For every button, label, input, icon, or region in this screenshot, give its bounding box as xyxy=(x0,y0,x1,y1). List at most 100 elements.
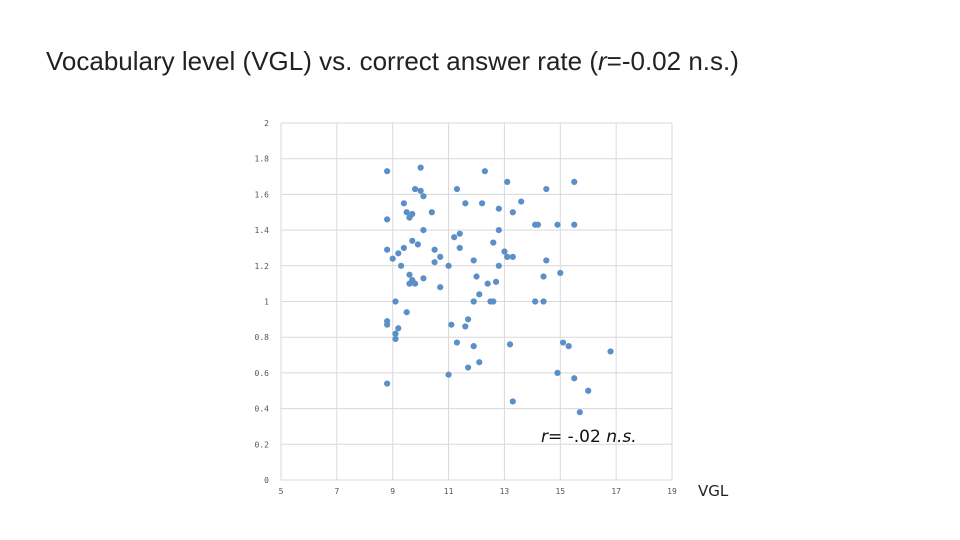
data-point xyxy=(534,221,542,228)
y-tick-label: 1.2 xyxy=(255,262,270,271)
title-suffix: =-0.02 n.s.) xyxy=(606,46,739,76)
title-prefix: Vocabulary level (VGL) vs. correct answe… xyxy=(46,46,598,76)
y-tick-label: 0.2 xyxy=(255,440,270,449)
x-tick-label: 7 xyxy=(334,487,339,496)
data-point xyxy=(403,309,410,316)
data-point xyxy=(420,227,427,234)
data-point xyxy=(384,321,391,328)
x-tick-label: 9 xyxy=(390,487,395,496)
data-point xyxy=(437,284,444,291)
data-point xyxy=(414,241,421,248)
data-point xyxy=(504,178,511,186)
data-point xyxy=(389,255,396,262)
data-point xyxy=(501,248,508,255)
data-point xyxy=(509,209,516,216)
data-point xyxy=(406,271,413,278)
data-point xyxy=(384,216,391,223)
data-point xyxy=(411,185,419,193)
data-point xyxy=(576,409,583,416)
y-tick-label: 1.4 xyxy=(255,226,270,235)
data-point xyxy=(470,343,477,350)
data-point xyxy=(453,185,461,193)
data-point xyxy=(397,262,405,269)
data-point xyxy=(585,387,592,394)
data-point xyxy=(484,280,491,287)
annotation-value: = -.02 xyxy=(548,427,606,447)
x-tick-label: 19 xyxy=(667,487,677,496)
data-point xyxy=(506,341,514,348)
y-axis-ticks: 0 0.2 0.4 0.6 0.8 1 1.2 1.4 1.6 1.8 2 xyxy=(255,119,270,485)
slide-title: Vocabulary level (VGL) vs. correct answe… xyxy=(46,46,739,77)
data-point xyxy=(456,230,463,237)
x-tick-label: 5 xyxy=(279,487,284,496)
data-point xyxy=(395,325,402,332)
data-point xyxy=(543,257,550,264)
data-point xyxy=(543,185,550,193)
data-point xyxy=(465,316,472,323)
data-point xyxy=(554,369,561,376)
title-r-symbol: r xyxy=(597,46,607,76)
data-point xyxy=(490,298,497,305)
data-point xyxy=(420,193,427,200)
data-point xyxy=(495,227,502,234)
x-axis-ticks: 5 7 9 11 13 15 17 19 xyxy=(279,487,677,496)
data-point xyxy=(411,280,419,287)
y-tick-label: 0 xyxy=(264,476,269,485)
data-point xyxy=(420,275,427,282)
data-point xyxy=(473,273,480,280)
data-point xyxy=(470,298,477,305)
data-point xyxy=(532,298,539,305)
data-point xyxy=(403,209,410,216)
data-point xyxy=(448,321,455,328)
data-point xyxy=(400,200,407,207)
data-point xyxy=(559,339,567,346)
data-point xyxy=(392,330,399,337)
data-point xyxy=(456,244,463,252)
data-point xyxy=(400,244,407,252)
data-point xyxy=(495,262,502,269)
data-point xyxy=(417,164,424,171)
y-tick-label: 1.8 xyxy=(255,155,270,164)
data-point xyxy=(384,168,391,175)
data-point xyxy=(478,200,486,207)
data-point xyxy=(540,273,547,280)
y-tick-label: 0.6 xyxy=(255,369,270,378)
data-point xyxy=(417,187,424,194)
data-point xyxy=(509,253,516,260)
annotation-ns: n.s. xyxy=(606,427,636,447)
data-point xyxy=(445,262,452,269)
data-point xyxy=(476,359,483,366)
data-point xyxy=(571,375,578,382)
data-point xyxy=(481,168,488,175)
data-point xyxy=(428,209,435,216)
annotation-r-symbol: r xyxy=(541,427,549,447)
data-point xyxy=(409,237,416,244)
data-point xyxy=(437,253,444,260)
data-point xyxy=(431,259,438,266)
data-point xyxy=(395,250,402,257)
data-point xyxy=(409,210,416,218)
data-point xyxy=(518,198,525,205)
data-point xyxy=(462,200,469,207)
data-point xyxy=(554,221,561,228)
y-tick-label: 2 xyxy=(264,119,269,128)
data-point xyxy=(470,257,477,264)
data-point xyxy=(465,364,472,371)
y-tick-label: 1 xyxy=(264,298,269,307)
data-point xyxy=(509,398,516,405)
data-point xyxy=(571,178,578,186)
data-point xyxy=(384,380,391,387)
data-point xyxy=(392,335,399,343)
x-tick-label: 15 xyxy=(555,487,565,496)
y-tick-label: 0.8 xyxy=(255,333,270,342)
data-point xyxy=(540,298,547,305)
data-point xyxy=(445,371,452,378)
data-point xyxy=(565,343,572,350)
data-points xyxy=(384,164,614,416)
data-point xyxy=(431,246,438,253)
x-tick-label: 13 xyxy=(500,487,510,496)
data-point xyxy=(504,253,511,260)
x-axis-label: VGL xyxy=(698,482,729,500)
data-point xyxy=(607,348,614,355)
data-point xyxy=(492,278,500,285)
